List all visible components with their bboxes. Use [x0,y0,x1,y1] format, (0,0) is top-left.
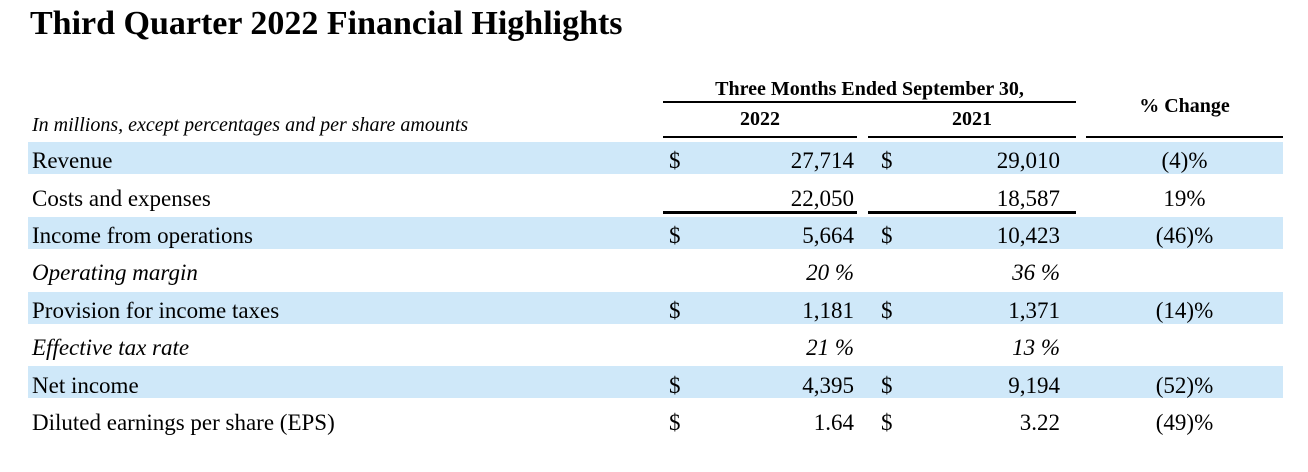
currency-symbol: $ [881,372,893,398]
row-label: Effective tax rate [32,335,190,361]
value-2021: 1,371 [1008,297,1060,323]
table-row-net-income: Net income $ 4,395 $ 9,194 (52)% [28,366,1283,404]
value-2022: 1,181 [802,297,854,323]
value-2022: 5,664 [802,222,854,248]
value-2021-cell: 18,587 [868,179,1076,216]
change-column-header: % Change [1086,76,1283,138]
value-2021-cell: $ 29,010 [868,142,1076,179]
table-row-costs-and-expenses: Costs and expenses 22,050 18,587 19% [28,179,1283,216]
currency-symbol: $ [669,409,681,435]
currency-symbol: $ [669,297,681,323]
percent-change: (49)% [1155,409,1214,435]
value-2022: 4,395 [802,372,854,398]
row-label: Operating margin [32,260,198,286]
value-2022-cell: 22,050 [663,179,857,216]
currency-symbol: $ [881,297,893,323]
column-header-2021: 2021 [868,103,1076,138]
table-row-effective-tax-rate: Effective tax rate 21 % 13 % [28,329,1283,366]
period-header: Three Months Ended September 30, [663,76,1076,103]
currency-symbol: $ [881,222,893,248]
table-note: In millions, except percentages and per … [32,114,469,136]
currency-symbol: $ [881,148,893,174]
value-2021: 9,194 [1008,372,1060,398]
value-2022-cell: $ 1.64 [663,404,857,441]
value-2022: 22,050 [790,185,854,211]
page-title: Third Quarter 2022 Financial Highlights [30,5,623,42]
value-2021-cell: $ 1,371 [868,292,1076,329]
value-2021-cell: $ 10,423 [868,217,1076,254]
percent-change [1086,329,1283,366]
row-label: Diluted earnings per share (EPS) [32,409,335,435]
table-row-income-from-operations: Income from operations $ 5,664 $ 10,423 … [28,216,1283,255]
percent-change: (46)% [1155,222,1214,248]
value-2021-cell: $ 9,194 [868,366,1076,403]
percent-change: (4)% [1161,148,1208,174]
value-2021: 3.22 [1019,409,1060,435]
currency-symbol: $ [669,148,681,174]
row-label: Costs and expenses [32,185,211,211]
value-2021-cell: $ 3.22 [868,404,1076,441]
table-body: Revenue $ 27,714 $ 29,010 (4)% Costs and… [28,142,1283,441]
value-2022-cell: $ 4,395 [663,366,857,403]
percent-change [1086,254,1283,291]
value-2021: 13 % [1012,335,1060,361]
percent-change: (14)% [1155,297,1214,323]
currency-symbol: $ [881,409,893,435]
table-row-diluted-eps: Diluted earnings per share (EPS) $ 1.64 … [28,404,1283,441]
value-2022-cell: $ 1,181 [663,292,857,329]
financial-highlights-table: In millions, except percentages and per … [28,76,1283,441]
value-2022-cell: 21 % [663,329,857,366]
table-header: In millions, except percentages and per … [28,76,1283,138]
currency-symbol: $ [669,222,681,248]
value-2021: 29,010 [996,148,1060,174]
table-row-revenue: Revenue $ 27,714 $ 29,010 (4)% [28,142,1283,180]
row-label: Revenue [32,148,113,174]
percent-change: (52)% [1155,372,1214,398]
table-row-operating-margin: Operating margin 20 % 36 % [28,254,1283,291]
row-label: Income from operations [32,222,253,248]
value-2022: 20 % [806,260,854,286]
currency-symbol: $ [669,372,681,398]
table-row-provision-for-income-taxes: Provision for income taxes $ 1,181 $ 1,3… [28,291,1283,329]
value-2022: 27,714 [790,148,854,174]
value-2022-cell: $ 27,714 [663,142,857,179]
value-2021: 18,587 [996,185,1060,211]
value-2021: 36 % [1012,260,1060,286]
value-2022: 21 % [806,335,854,361]
row-label: Net income [32,372,139,398]
value-2022-cell: 20 % [663,254,857,291]
value-2021-cell: 13 % [868,329,1076,366]
value-2022-cell: $ 5,664 [663,217,857,254]
row-label: Provision for income taxes [32,297,280,323]
value-2021-cell: 36 % [868,254,1076,291]
percent-change: 19% [1163,185,1206,211]
value-2021: 10,423 [996,222,1060,248]
value-2022: 1.64 [813,409,854,435]
column-header-2022: 2022 [663,103,857,138]
